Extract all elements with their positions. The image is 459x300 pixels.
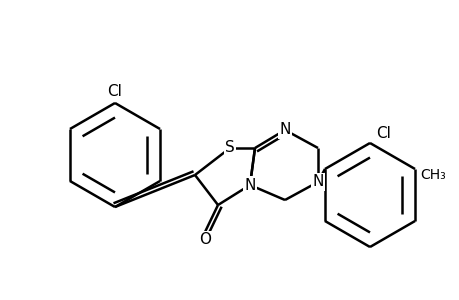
Text: S: S (224, 140, 235, 155)
Text: CH₃: CH₃ (419, 168, 445, 182)
Text: O: O (199, 232, 211, 247)
Text: Cl: Cl (107, 83, 122, 98)
Text: N: N (312, 175, 323, 190)
Text: N: N (244, 178, 255, 193)
Text: N: N (279, 122, 290, 137)
Text: Cl: Cl (376, 125, 391, 140)
